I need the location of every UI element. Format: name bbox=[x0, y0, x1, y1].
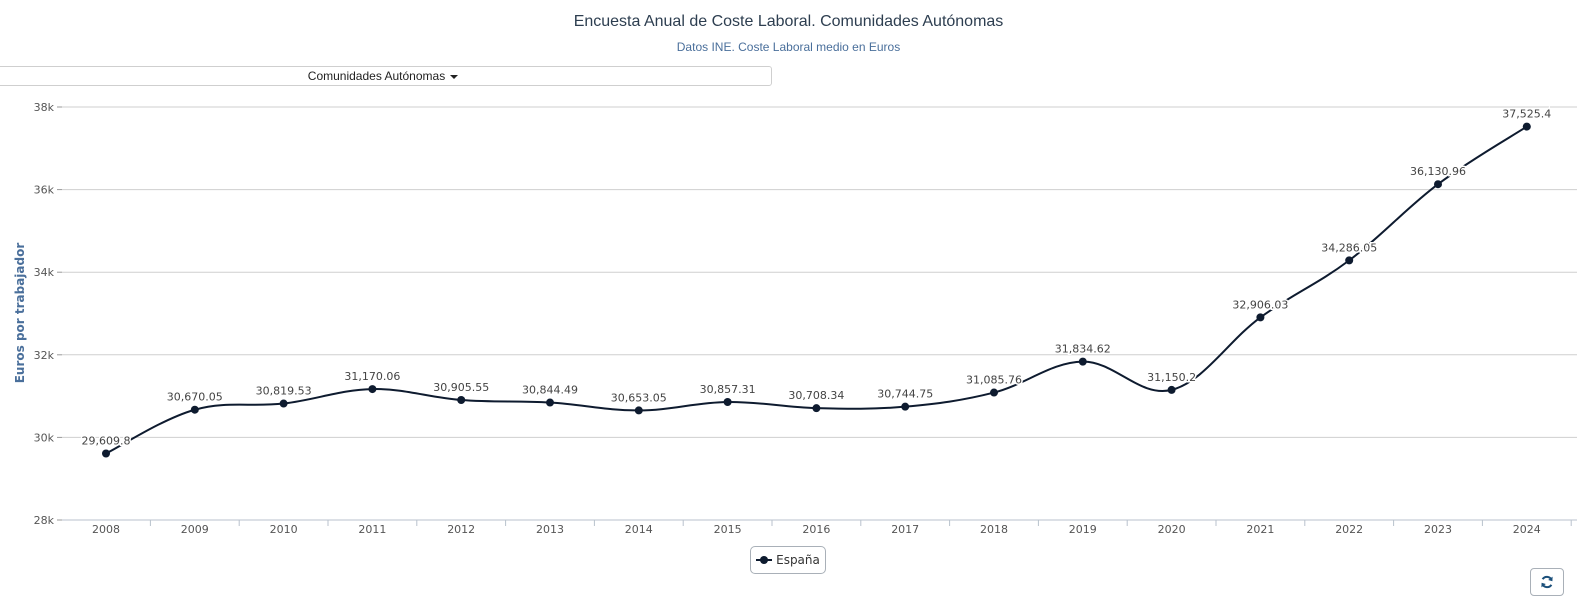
data-label: 36,130.96 bbox=[1410, 165, 1466, 178]
data-point[interactable] bbox=[1522, 122, 1531, 131]
x-tick-label: 2015 bbox=[714, 523, 742, 536]
data-label: 30,905.55 bbox=[433, 381, 489, 394]
x-tick-label: 2009 bbox=[181, 523, 209, 536]
legend-item-espana[interactable]: España bbox=[750, 546, 826, 574]
x-tick-label: 2020 bbox=[1158, 523, 1186, 536]
x-tick-label: 2021 bbox=[1246, 523, 1274, 536]
region-selector-label: Comunidades Autónomas bbox=[307, 69, 446, 83]
x-tick-label: 2010 bbox=[270, 523, 298, 536]
data-label: 32,906.03 bbox=[1232, 298, 1288, 311]
data-label: 31,834.62 bbox=[1055, 343, 1111, 356]
data-point[interactable] bbox=[1256, 313, 1265, 322]
data-point[interactable] bbox=[190, 405, 199, 414]
series-line-espana bbox=[105, 125, 1528, 455]
y-tick-label: 34k bbox=[34, 266, 55, 279]
data-label: 30,744.75 bbox=[877, 388, 933, 401]
refresh-icon bbox=[1541, 575, 1553, 589]
data-point[interactable] bbox=[634, 406, 643, 415]
data-point[interactable] bbox=[368, 385, 377, 394]
x-tick-label: 2014 bbox=[625, 523, 653, 536]
data-label: 30,653.05 bbox=[611, 391, 667, 404]
y-axis-label: Euros por trabajador bbox=[13, 243, 27, 384]
data-label: 31,170.06 bbox=[344, 370, 400, 383]
data-point[interactable] bbox=[102, 449, 110, 458]
data-point[interactable] bbox=[279, 399, 288, 408]
chart-title: Encuesta Anual de Coste Laboral. Comunid… bbox=[573, 13, 1004, 30]
x-tick-label: 2016 bbox=[802, 523, 830, 536]
x-tick-label: 2011 bbox=[358, 523, 386, 536]
data-label: 31,150.2 bbox=[1147, 371, 1196, 384]
data-label: 29,609.8 bbox=[82, 435, 131, 448]
data-point[interactable] bbox=[1167, 385, 1176, 394]
x-tick-label: 2024 bbox=[1513, 523, 1541, 536]
data-point[interactable] bbox=[901, 402, 910, 411]
data-label: 31,085.76 bbox=[966, 374, 1022, 387]
data-point[interactable] bbox=[546, 398, 554, 407]
x-tick-label: 2018 bbox=[980, 523, 1008, 536]
x-tick-label: 2008 bbox=[92, 523, 120, 536]
y-tick-label: 38k bbox=[34, 101, 55, 114]
x-tick-label: 2012 bbox=[447, 523, 475, 536]
data-point[interactable] bbox=[723, 397, 732, 406]
region-selector-dropdown[interactable]: Comunidades Autónomas bbox=[0, 66, 772, 86]
data-point[interactable] bbox=[1078, 357, 1087, 366]
data-label: 34,286.05 bbox=[1321, 241, 1377, 254]
data-point[interactable] bbox=[457, 396, 466, 405]
data-label: 30,844.49 bbox=[522, 384, 578, 397]
data-point[interactable] bbox=[1345, 256, 1354, 265]
data-point[interactable] bbox=[812, 404, 821, 413]
data-point[interactable] bbox=[990, 388, 998, 397]
x-tick-label: 2022 bbox=[1335, 523, 1363, 536]
y-tick-label: 28k bbox=[34, 514, 55, 527]
data-label: 30,708.34 bbox=[788, 389, 844, 402]
legend-label: España bbox=[776, 553, 820, 567]
x-tick-label: 2013 bbox=[536, 523, 564, 536]
y-tick-label: 32k bbox=[34, 349, 55, 362]
x-tick-label: 2019 bbox=[1069, 523, 1097, 536]
y-tick-label: 30k bbox=[34, 431, 55, 444]
x-tick-label: 2017 bbox=[891, 523, 919, 536]
data-point[interactable] bbox=[1434, 180, 1442, 189]
y-tick-label: 36k bbox=[34, 184, 55, 197]
refresh-button[interactable] bbox=[1530, 568, 1564, 596]
data-label: 30,857.31 bbox=[700, 383, 756, 396]
data-label: 37,525.4 bbox=[1502, 108, 1551, 121]
caret-down-icon bbox=[450, 75, 459, 79]
x-tick-label: 2023 bbox=[1424, 523, 1452, 536]
data-label: 30,819.53 bbox=[256, 385, 312, 398]
legend-marker-icon bbox=[756, 555, 773, 565]
data-label: 30,670.05 bbox=[167, 391, 223, 404]
chart-subtitle: Datos INE. Coste Laboral medio en Euros bbox=[676, 40, 901, 54]
